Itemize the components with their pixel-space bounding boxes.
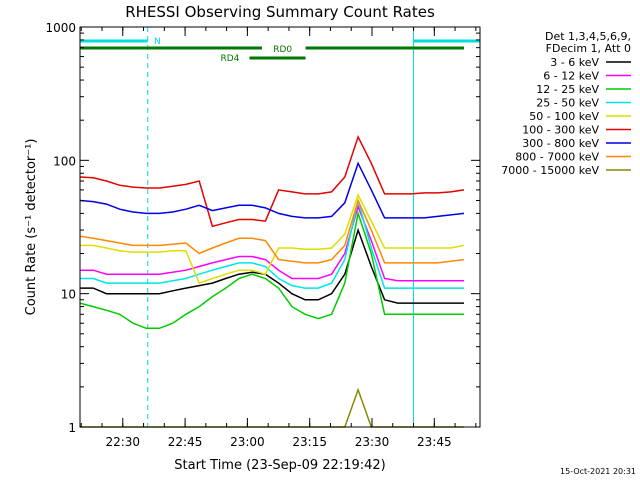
series-line <box>79 161 465 219</box>
footer-timestamp: 15-Oct-2021 20:31 <box>560 467 636 476</box>
rd4-flag-label: RD4 <box>221 54 240 64</box>
legend-entry-label: 7000 - 15000 keV <box>501 164 599 177</box>
series-line <box>80 204 464 282</box>
x-tick-label: 23:00 <box>230 435 265 449</box>
series-line <box>80 227 464 304</box>
legend-entry-label: 50 - 100 keV <box>529 110 599 123</box>
legend-entry-label: 12 - 25 keV <box>536 83 599 96</box>
x-tick-label: 23:45 <box>417 435 452 449</box>
plot-frame <box>79 26 481 428</box>
rd0-flag-label: RD0 <box>273 45 292 55</box>
legend-entry-label: 3 - 6 keV <box>550 56 599 69</box>
legend-entry-label: 25 - 50 keV <box>536 97 599 110</box>
legend-entry-label: 6 - 12 keV <box>543 70 599 83</box>
legend: Det 1,3,4,5,6,9,FDecim 1, Att 03 - 6 keV… <box>501 30 631 177</box>
y-axis-label: Count Rate (s⁻¹ detector⁻¹) <box>24 139 39 316</box>
legend-entry-label: 300 - 800 keV <box>522 137 599 150</box>
y-tick-label: 10 <box>61 288 76 302</box>
legend-header: FDecim 1, Att 0 <box>546 42 631 55</box>
x-tick-label: 23:30 <box>355 435 390 449</box>
x-tick-label: 23:15 <box>292 435 327 449</box>
legend-entry-label: 100 - 300 keV <box>522 124 599 137</box>
y-tick-label: 1000 <box>45 21 76 35</box>
series-line <box>80 193 465 285</box>
series-line <box>79 134 465 228</box>
series-line <box>80 200 464 289</box>
series-line <box>79 210 464 330</box>
saa-flag-label: N <box>154 37 161 47</box>
series-line <box>80 387 464 428</box>
x-tick-label: 22:30 <box>105 435 140 449</box>
y-tick-label: 1 <box>68 421 76 435</box>
series-line <box>79 198 465 264</box>
y-tick-label: 100 <box>53 154 76 168</box>
chart-title: RHESSI Observing Summary Count Rates <box>125 3 435 21</box>
x-axis-label: Start Time (23-Sep-09 22:19:42) <box>174 458 385 473</box>
legend-entry-label: 800 - 7000 keV <box>515 151 599 164</box>
x-tick-label: 22:45 <box>168 435 203 449</box>
legend-header: Det 1,3,4,5,6,9, <box>545 30 631 43</box>
